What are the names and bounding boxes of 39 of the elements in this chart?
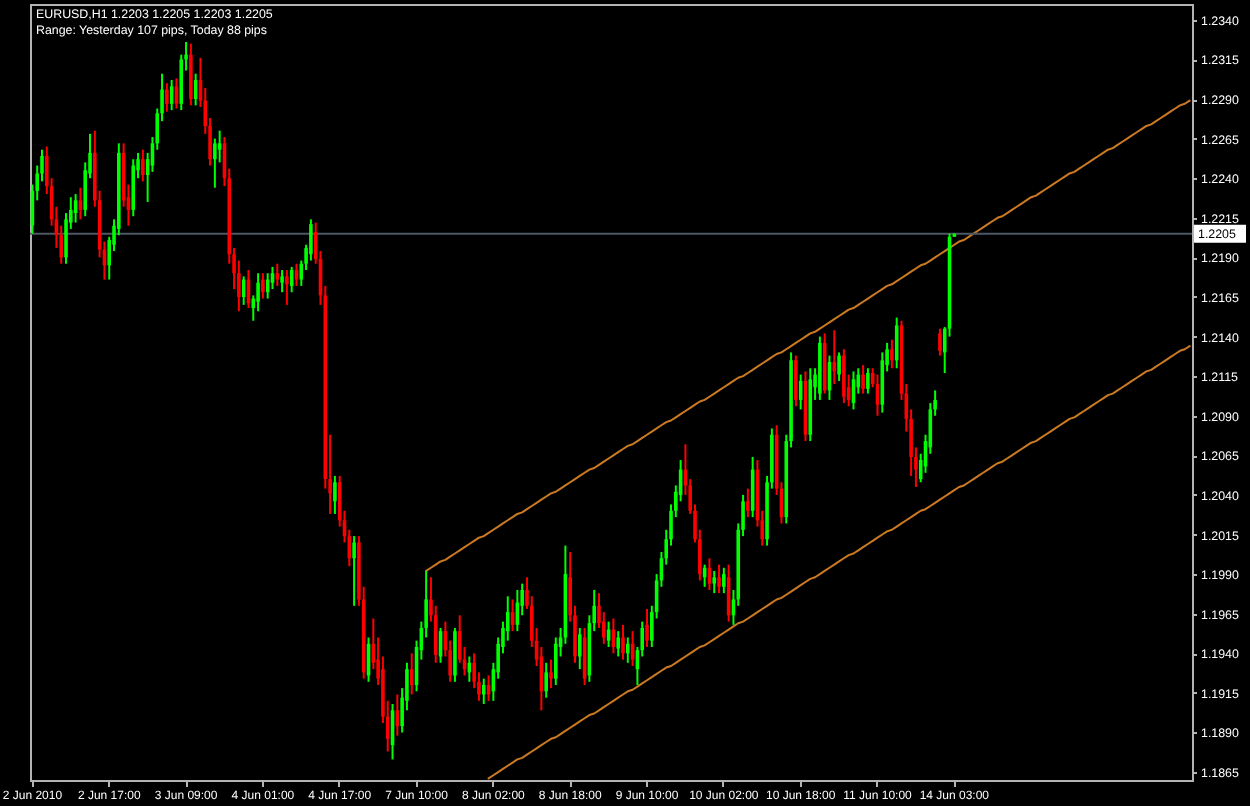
candlestick — [189, 42, 193, 107]
candlestick — [722, 566, 726, 595]
candlestick — [861, 364, 865, 395]
candlestick — [621, 623, 625, 661]
candlestick — [553, 636, 558, 686]
candlestick — [165, 82, 169, 113]
candlestick — [256, 272, 260, 313]
candlestick — [938, 327, 942, 357]
candlestick — [794, 354, 798, 408]
candlestick — [280, 269, 284, 294]
candlestick — [309, 218, 313, 262]
candlestick — [837, 351, 841, 382]
candlestick — [352, 535, 356, 607]
candlestick — [717, 563, 721, 595]
candlestick — [626, 636, 630, 664]
candlestick — [285, 269, 289, 306]
candlestick — [832, 329, 837, 386]
candlestick — [141, 148, 145, 183]
line-series — [425, 99, 1191, 572]
candlestick — [577, 626, 582, 671]
candlestick — [712, 569, 717, 595]
candlestick — [746, 487, 750, 519]
candlestick — [645, 607, 649, 648]
candlestick — [549, 658, 553, 690]
candlestick — [544, 661, 548, 699]
candlestick — [453, 626, 457, 683]
candlestick — [481, 677, 486, 705]
candlestick — [866, 367, 870, 395]
line-series — [487, 345, 1191, 780]
candlestick — [616, 630, 620, 658]
candlestick — [890, 338, 894, 370]
candlestick — [131, 158, 136, 218]
candlestick — [333, 474, 337, 515]
candlestick — [275, 262, 280, 287]
candlestick — [880, 351, 885, 414]
candlestick — [409, 652, 414, 696]
candlestick — [842, 348, 846, 405]
candlestick — [261, 272, 265, 300]
candlestick — [213, 137, 217, 189]
